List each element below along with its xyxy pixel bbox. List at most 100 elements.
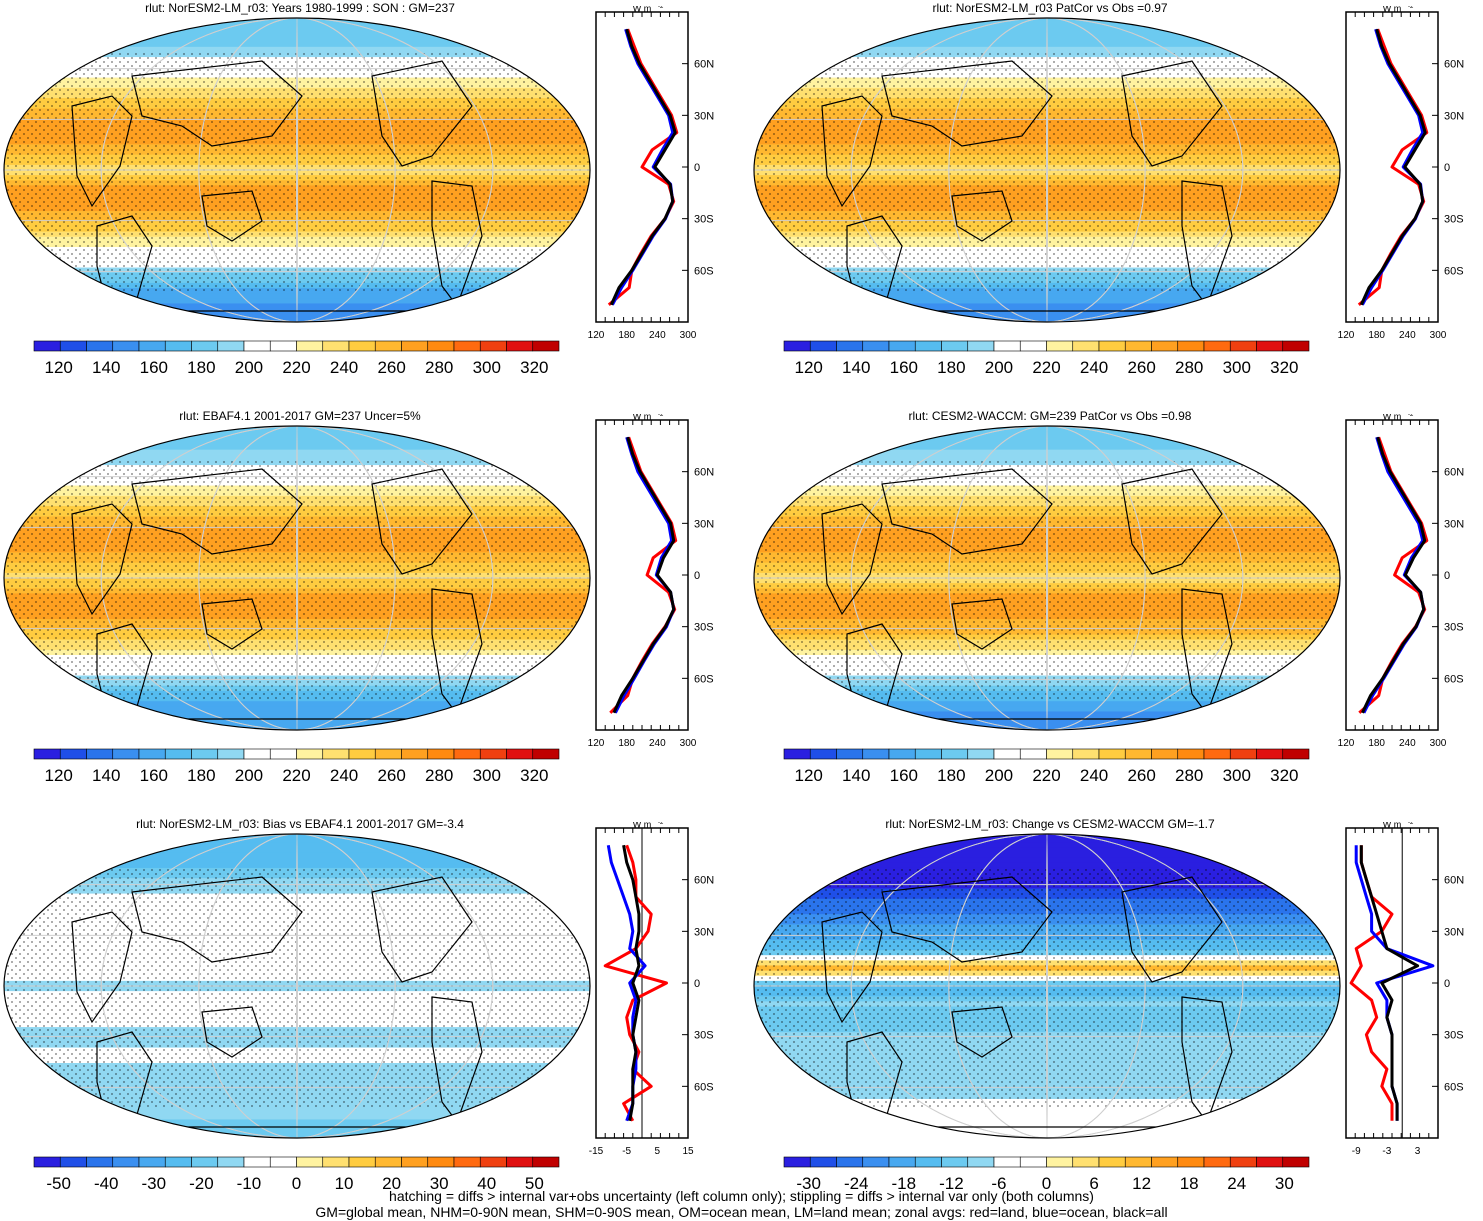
zonal-unit-label: W m (1383, 414, 1402, 422)
colorbar-segment (217, 1156, 245, 1168)
zonal-lat-tick: 60S (694, 265, 714, 277)
colorbar-segment (941, 748, 969, 760)
colorbar-tick-label: 220 (1032, 766, 1060, 785)
colorbar-tick-label: 0 (292, 1174, 301, 1193)
graticule-lon (198, 834, 396, 1138)
colorbar-tick-label: 240 (1080, 358, 1108, 377)
colorbar-tick-label: 120 (44, 766, 72, 785)
coastline (371, 468, 473, 575)
colorbar-segment (809, 340, 837, 352)
zonal-x-tick: 180 (1368, 330, 1385, 341)
colorbar-tick-label: 220 (282, 766, 310, 785)
coastline (131, 876, 303, 963)
zonal-series-all (609, 28, 677, 306)
colorbar-tick-label: 120 (794, 766, 822, 785)
colorbar-segment (427, 1156, 455, 1168)
coastline (71, 95, 133, 208)
colorbar-tick-label: 200 (235, 766, 263, 785)
colorbar-tick-label: -10 (237, 1174, 262, 1193)
coastline (881, 60, 1053, 147)
graticule-lon (100, 426, 494, 730)
colorbar-tick-label: 240 (1080, 766, 1108, 785)
zonal-lat-tick: 0 (1444, 570, 1450, 582)
zonal-lat-tick: 30S (1444, 1030, 1464, 1042)
colorbar: 120 140 160 180 200 220 240 260 280 300 320 (783, 748, 1310, 785)
zonal-lat-tick: 0 (694, 570, 700, 582)
panel-title: rlut: NorESM2-LM_r03 PatCor vs Obs =0.97 (932, 1, 1168, 15)
colorbar-segment (1019, 748, 1047, 760)
colorbar-tick-label: 320 (520, 766, 548, 785)
zonal-unit-label: W m (633, 414, 652, 422)
zonal-lat-tick: 30N (694, 110, 714, 122)
zonal-mean-plot: W m -2 60N 30N 0 30S 60S 120 180 240 300 (588, 414, 715, 749)
colorbar-tick-label: 240 (330, 766, 358, 785)
colorbar-segment (836, 1156, 864, 1168)
coastline (71, 503, 133, 616)
colorbar-tick-label: 160 (890, 358, 918, 377)
colorbar-tick-label: 180 (187, 766, 215, 785)
zonal-series-all (1361, 436, 1427, 714)
colorbar-segment (1124, 1156, 1152, 1168)
colorbar-segment (1203, 1156, 1231, 1168)
colorbar-segment (138, 340, 166, 352)
graticule-lon (850, 18, 1244, 322)
colorbar-segment (506, 1156, 534, 1168)
colorbar-segment (783, 1156, 811, 1168)
colorbar-segment (243, 340, 271, 352)
colorbar-tick-label: 260 (377, 766, 405, 785)
coastline (1121, 60, 1223, 167)
colorbar-segment (1098, 1156, 1126, 1168)
colorbar-segment (914, 748, 942, 760)
panel-title: rlut: CESM2-WACCM: GM=239 PatCor vs Obs … (908, 409, 1192, 423)
zonal-x-tick: 300 (680, 738, 697, 749)
colorbar-tick-label: -24 (844, 1174, 869, 1193)
colorbar-segment (888, 1156, 916, 1168)
colorbar-segment (967, 1156, 995, 1168)
zonal-lat-tick: 0 (1444, 162, 1450, 174)
colorbar-segment (1098, 748, 1126, 760)
coastline (951, 190, 1013, 242)
zonal-lat-tick: 60S (694, 673, 714, 685)
colorbar-segment (59, 340, 87, 352)
graticule-lon (948, 18, 1146, 322)
map-panel (3, 833, 591, 1139)
zonal-x-tick: 180 (618, 738, 635, 749)
colorbar-segment (532, 748, 560, 760)
colorbar-tick-label: 160 (140, 766, 168, 785)
colorbar-tick-label: 280 (425, 766, 453, 785)
colorbar-segment (217, 748, 245, 760)
colorbar-segment (888, 340, 916, 352)
colorbar-segment (1124, 748, 1152, 760)
colorbar-segment (809, 1156, 837, 1168)
colorbar-segment (164, 748, 192, 760)
colorbar-segment (191, 340, 219, 352)
colorbar-tick-label: 140 (842, 358, 870, 377)
colorbar-segment (1177, 748, 1205, 760)
colorbar-tick-label: 300 (1223, 358, 1251, 377)
zonal-lat-tick: 30N (694, 518, 714, 530)
colorbar-segment (401, 340, 429, 352)
colorbar-tick-label: 120 (44, 358, 72, 377)
zonal-mean-plot: W m -2 60N 30N 0 30S 60S -15 -5 5 15 (589, 822, 714, 1157)
colorbar-tick-label: 30 (1275, 1174, 1294, 1193)
coastline (1121, 468, 1223, 575)
colorbar: -30 -24 -18 -12 -6 0 6 12 18 24 30 (783, 1156, 1310, 1193)
colorbar-tick-label: 320 (1270, 766, 1298, 785)
zonal-mean-plot: W m -2 60N 30N 0 30S 60S 120 180 240 300 (588, 6, 715, 341)
zonal-x-tick: 120 (1338, 738, 1355, 749)
colorbar-segment (164, 1156, 192, 1168)
colorbar-segment (506, 340, 534, 352)
zonal-lat-tick: 30S (1444, 622, 1464, 634)
zonal-unit-superscript: -2 (658, 6, 664, 10)
coastline (821, 503, 883, 616)
zonal-mean-plot: W m -2 60N 30N 0 30S 60S -9 -3 3 (1345, 822, 1464, 1157)
colorbar-segment (1282, 748, 1310, 760)
colorbar-segment (33, 340, 61, 352)
colorbar-segment (1256, 340, 1284, 352)
zonal-lat-tick: 30S (1444, 214, 1464, 226)
coastline (131, 60, 303, 147)
zonal-unit-superscript: -2 (658, 822, 664, 826)
zonal-lat-tick: 30N (1444, 926, 1464, 938)
graticule-lon (198, 18, 396, 322)
colorbar-segment (138, 748, 166, 760)
